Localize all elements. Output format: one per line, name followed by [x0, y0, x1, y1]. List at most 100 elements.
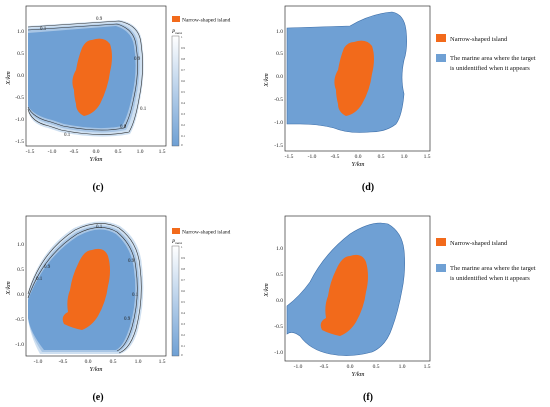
colorbar-ticks: 1 0.9 0.8 0.7 0.6 0.5 0.4 0.3 0.2 0.1 0	[181, 245, 185, 357]
legend-marine-label: is unidentified when it appears	[450, 65, 530, 72]
x-tick-label: 0.0	[347, 364, 354, 370]
legend-marine-label: The marine area where the target	[450, 265, 536, 272]
legend-marine-swatch	[436, 264, 446, 272]
y-tick-label: -1.0	[274, 120, 283, 126]
colorbar-title: Pmass	[171, 30, 183, 35]
colorbar-tick: 0.5	[181, 300, 185, 304]
x-tick-label: -0.5	[59, 359, 68, 365]
colorbar-tick: 0.8	[181, 267, 185, 271]
x-tick-label: 0.0	[355, 154, 362, 160]
y-tick-label: -0.5	[274, 324, 283, 330]
y-tick-label: 0.5	[276, 272, 283, 278]
legend-island-label: Narrow-shaped island	[450, 36, 508, 43]
x-axis-label: Y/km	[90, 366, 103, 373]
legend-island-swatch	[436, 34, 446, 42]
island-e	[62, 248, 110, 330]
colorbar-tick: 0.3	[181, 112, 185, 116]
x-tick-label: 1.0	[401, 154, 408, 160]
y-tick-label: 0.0	[17, 292, 24, 298]
colorbar-tick: 0.3	[181, 322, 185, 326]
y-tick-label: 1.0	[276, 29, 283, 35]
y-tick-label: 0.5	[17, 51, 24, 57]
legend-marine-label: The marine area where the target	[450, 55, 536, 62]
panel-e: 0.9 0.9 0.9 0.1 0.1 0.1 -1.0 -0.5 0.0 0.…	[5, 215, 231, 373]
contour-label: 0.1	[64, 133, 71, 138]
panel-caption: (f)	[363, 392, 373, 403]
panel-caption: (d)	[362, 182, 374, 193]
y-tick-label: -1.0	[15, 342, 24, 348]
y-tick-label: -1.5	[274, 143, 283, 149]
colorbar-tick: 0.8	[181, 57, 185, 61]
contour-label: 0.9	[120, 125, 127, 130]
contour-label: 0.1	[96, 225, 103, 230]
colorbar-tick: 0.5	[181, 90, 185, 94]
y-axis-label: X/km	[263, 283, 270, 298]
colorbar-tick: 0.2	[181, 333, 185, 337]
colorbar-tick: 0.4	[181, 101, 185, 105]
colorbar-tick: 0.7	[181, 68, 185, 72]
colorbar-tick: 0.7	[181, 278, 185, 282]
y-tick-label: 0.0	[276, 74, 283, 80]
contour-line-0-1	[27, 223, 142, 354]
colorbar-tick: 0.1	[181, 134, 185, 138]
contour-label: 0.9	[134, 57, 141, 62]
x-tick-label: -0.5	[331, 154, 340, 160]
x-axis-label: Y/km	[352, 161, 365, 168]
contour-label: 0.9	[124, 317, 131, 322]
x-tick-label: -0.5	[320, 364, 329, 370]
legend-island-label: Narrow-shaped island	[182, 230, 231, 236]
x-tick-label: -1.5	[26, 149, 35, 155]
legend-island-swatch	[436, 238, 446, 246]
x-tick-label: -1.0	[308, 154, 317, 160]
panel-d: -1.5 -1.0 -0.5 0.0 0.5 1.0 1.5 1.0 0.5 0…	[263, 5, 536, 168]
island-f	[320, 254, 368, 336]
contour-label: 0.1	[132, 293, 139, 298]
contour-line-0-1	[27, 20, 143, 135]
colorbar-tick: 1	[181, 35, 183, 39]
x-tick-label: -1.0	[48, 149, 57, 155]
x-tick-label: -1.0	[294, 364, 303, 370]
x-tick-label: 0.5	[110, 359, 117, 365]
x-tick-label: 0.5	[115, 149, 122, 155]
y-tick-label: -1.0	[274, 350, 283, 356]
y-tick-label: 1.0	[17, 29, 24, 35]
y-tick-label: 0.5	[17, 267, 24, 273]
x-tick-label: 0.0	[85, 359, 92, 365]
colorbar-tick: 0.2	[181, 123, 185, 127]
y-tick-label: 1.0	[276, 246, 283, 252]
x-tick-label: -0.5	[70, 149, 79, 155]
legend-marine-swatch	[436, 54, 446, 62]
x-tick-label: 1.5	[424, 154, 431, 160]
colorbar-tick: 0.9	[181, 46, 185, 50]
panel-caption: (e)	[92, 392, 103, 403]
panel-f: -1.0 -0.5 0.0 0.5 1.0 1.5 1.0 0.5 0.0 -0…	[263, 215, 536, 378]
x-tick-label: 1.0	[399, 364, 406, 370]
y-axis-label: X/km	[5, 71, 12, 86]
contour-label: 0.1	[36, 277, 43, 282]
legend-island-swatch	[172, 228, 180, 234]
y-tick-label: 0.5	[276, 51, 283, 57]
x-tick-label: 0.5	[378, 154, 385, 160]
colorbar-tick: 0	[181, 353, 183, 357]
y-tick-label: -0.5	[274, 97, 283, 103]
colorbar-tick: 0.9	[181, 256, 185, 260]
y-tick-label: -0.5	[15, 95, 24, 101]
x-tick-label: 1.5	[159, 149, 166, 155]
colorbar-tick: 0.6	[181, 79, 185, 83]
x-tick-label: -1.5	[285, 154, 294, 160]
colorbar	[171, 245, 180, 357]
x-tick-label: 1.0	[137, 149, 144, 155]
colorbar-tick: 0.6	[181, 289, 185, 293]
y-tick-label: 0.0	[276, 298, 283, 304]
y-tick-label: -0.5	[15, 317, 24, 323]
contour-line-0-9	[27, 227, 138, 352]
y-tick-label: -1.5	[15, 139, 24, 145]
colorbar-ticks: 1 0.9 0.8 0.7 0.6 0.5 0.4 0.3 0.2 0.1 0	[181, 35, 185, 147]
y-tick-label: -1.0	[15, 117, 24, 123]
contour-label: 0.9	[128, 259, 135, 264]
y-tick-label: 1.0	[17, 242, 24, 248]
legend-marine-label: is unidentified when it appears	[450, 275, 530, 282]
colorbar-tick: 0.1	[181, 344, 185, 348]
colorbar	[171, 35, 180, 147]
